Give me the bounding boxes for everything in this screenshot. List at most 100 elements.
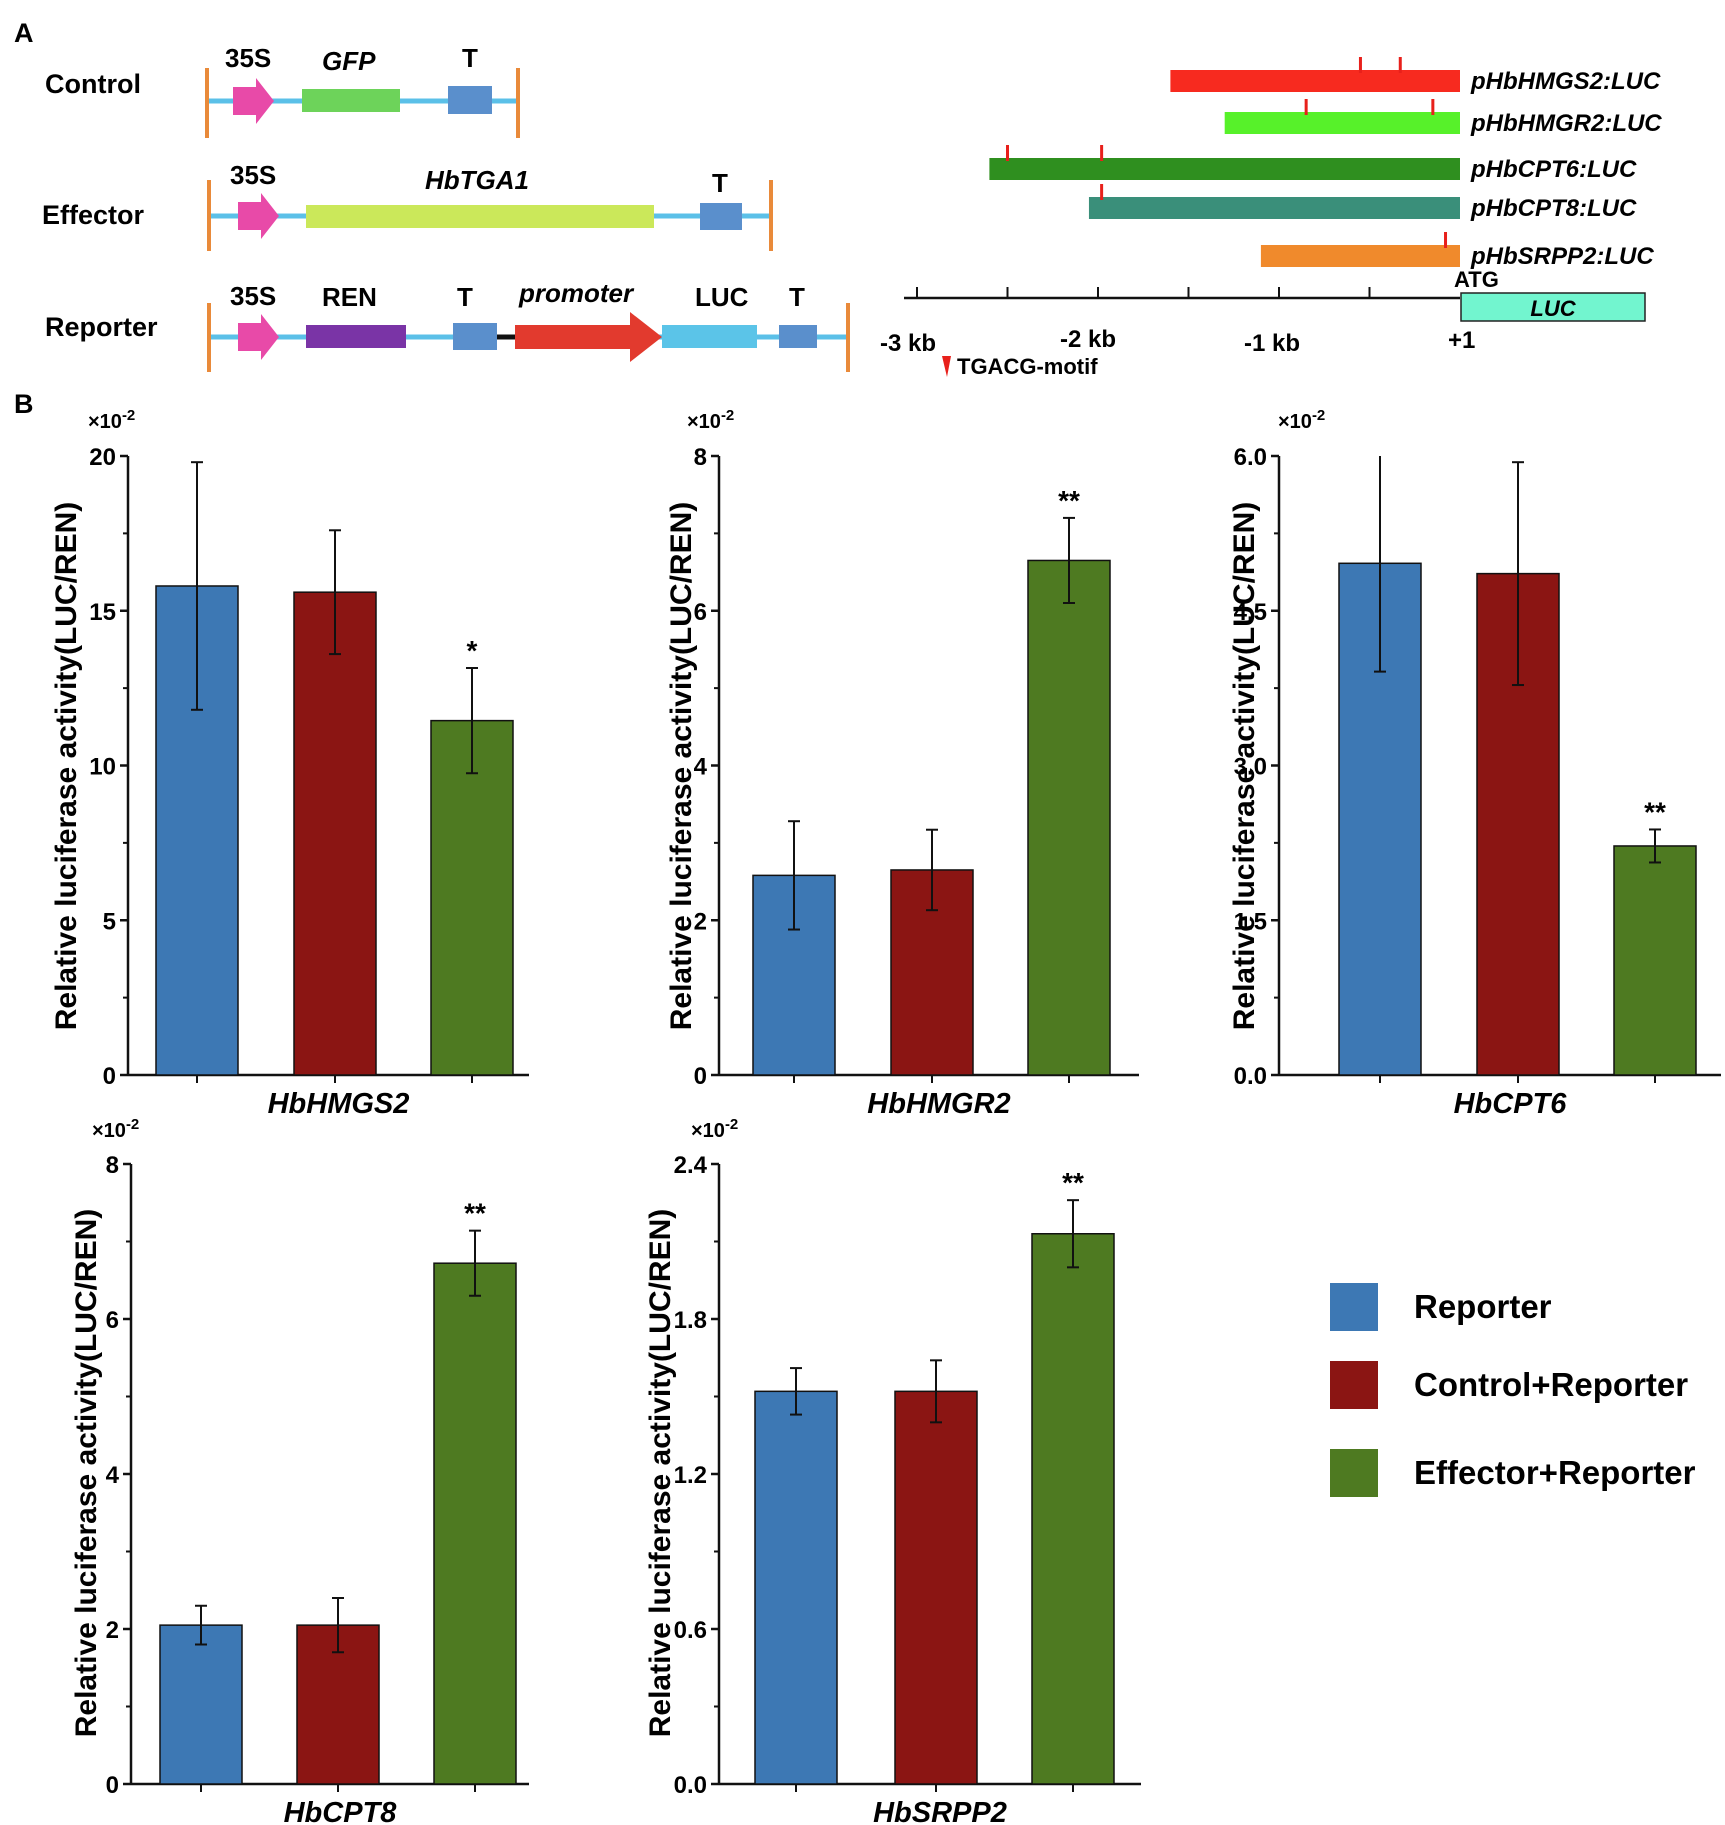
- tgacg-motif-marker: [1398, 57, 1402, 73]
- y-scale-note: ×10-2: [1278, 407, 1325, 433]
- y-axis-label: Relative luciferase activity(LUC/REN): [665, 502, 698, 1031]
- tgacg-motif-marker: [1100, 184, 1104, 200]
- promoter-bar-1: [1170, 70, 1460, 92]
- tgacg-motif-legend-icon: [942, 356, 951, 377]
- panel-label-a: A: [14, 18, 34, 48]
- tgacg-motif-marker: [1006, 145, 1009, 161]
- y-tick-label: 4: [694, 754, 708, 781]
- reporter-terminator-1-label: T: [457, 282, 473, 312]
- y-scale-note: ×10-2: [88, 407, 135, 433]
- effector-35s-label: 35S: [230, 160, 276, 190]
- bar-reporter: [754, 1390, 838, 1785]
- control-label: Control: [45, 69, 141, 99]
- panel-label-b: B: [14, 389, 34, 419]
- effector-terminator-label: T: [712, 168, 728, 198]
- promoter-bars: pHbHMGS2:LUC pHbHMGR2:LUC pHbCPT6:LUC pHbCP…: [989, 57, 1662, 270]
- legend-label-control-reporter: Control+Reporter: [1414, 1366, 1688, 1403]
- axis-label-minus2kb: -2 kb: [1060, 326, 1116, 353]
- chart-hbcpt6: 0.0 1.5 3.0 4.5 6.0 ×10-2 Relative luciferase …: [1228, 407, 1721, 1120]
- bar-effector-reporter: [433, 1262, 517, 1785]
- promoter-label-3: pHbCPT6:LUC: [1470, 156, 1637, 183]
- bar-effector-reporter: [1031, 1233, 1115, 1785]
- y-tick-label: 2: [106, 1617, 119, 1644]
- bar-effector-reporter: [1027, 559, 1111, 1076]
- bar-control-reporter: [894, 1390, 978, 1785]
- promoter-bar-5: [1260, 245, 1460, 267]
- y-tick-label: 0.6: [674, 1617, 707, 1644]
- promoter-label-2: pHbHMGR2:LUC: [1470, 110, 1662, 137]
- tgacg-motif-marker: [1358, 57, 1362, 73]
- luc-reporter-box: [1460, 292, 1646, 322]
- significance-marker: **: [1644, 796, 1666, 827]
- effector-hbtga1-cds: [306, 205, 654, 228]
- reporter-luc-label: LUC: [695, 282, 749, 312]
- y-scale-note: ×10-2: [687, 407, 734, 433]
- legend-swatch-reporter: [1330, 1283, 1378, 1331]
- promoter-label-5: pHbSRPP2:LUC: [1470, 243, 1654, 270]
- effector-label: Effector: [42, 200, 145, 230]
- y-tick-label: 20: [89, 444, 116, 471]
- reporter-ren-cds: [306, 325, 406, 348]
- significance-marker: **: [1062, 1167, 1084, 1198]
- promoter-label-1: pHbHMGS2:LUC: [1470, 68, 1661, 95]
- reporter-terminator-2: [779, 325, 817, 348]
- promoter-axis-ticks: [916, 287, 1371, 298]
- atg-label: ATG: [1454, 267, 1499, 292]
- y-tick-label: 4: [106, 1462, 120, 1489]
- y-tick-label: 8: [694, 444, 707, 471]
- reporter-35s-label: 35S: [230, 281, 276, 311]
- promoter-bar-4: [1088, 197, 1460, 219]
- y-tick-label: 0: [694, 1063, 707, 1090]
- significance-marker: **: [464, 1198, 486, 1229]
- bar-control-reporter: [293, 591, 377, 1076]
- y-scale-note: ×10-2: [92, 1116, 139, 1142]
- tgacg-motif-marker: [1100, 145, 1104, 161]
- y-tick-label: 1.2: [674, 1462, 707, 1489]
- control-terminator-label: T: [462, 43, 478, 73]
- y-tick-label: 8: [106, 1152, 119, 1179]
- y-tick-label: 4.5: [1234, 599, 1267, 626]
- reporter-terminator-1: [453, 323, 497, 350]
- control-gfp-cds: [302, 89, 400, 112]
- reporter-35s-promoter-icon: [238, 314, 279, 360]
- reporter-promoter-label: promoter: [518, 278, 635, 308]
- effector-hbtga1-label: HbTGA1: [425, 165, 529, 195]
- y-axis-label: Relative luciferase activity(LUC/REN): [50, 502, 83, 1031]
- effector-terminator: [700, 203, 742, 230]
- y-tick-label: 6: [106, 1307, 119, 1334]
- promoter-bar-3: [989, 158, 1460, 180]
- bar-reporter: [159, 1624, 243, 1785]
- x-axis-gene-label: HbCPT8: [284, 1797, 398, 1825]
- y-tick-label: 0.0: [674, 1772, 707, 1799]
- promoter-label-4: pHbCPT8:LUC: [1470, 195, 1637, 222]
- reporter-terminator-2-label: T: [789, 282, 805, 312]
- tgacg-motif-marker: [1304, 99, 1308, 115]
- control-35s-promoter-icon: [233, 78, 274, 124]
- y-tick-label: 6.0: [1234, 444, 1267, 471]
- chart-hbhmgr2: 0 2 4 6 8 ×10-2 Relative luciferase activity(L…: [665, 407, 1139, 1120]
- axis-label-minus3kb: -3 kb: [880, 330, 936, 357]
- y-axis-label: Relative luciferase activity(LUC/REN): [1228, 502, 1261, 1031]
- tgacg-motif-legend-label: TGACG-motif: [957, 354, 1098, 379]
- x-axis-gene-label: HbCPT6: [1454, 1088, 1568, 1120]
- control-35s-label: 35S: [225, 43, 271, 73]
- y-tick-label: 1.8: [674, 1307, 707, 1334]
- control-gfp-label: GFP: [322, 46, 376, 76]
- axis-label-plus1: +1: [1448, 327, 1475, 354]
- chart-hbhmgs2: 0 5 10 15 20 ×10-2 Relative luciferase activit…: [50, 407, 529, 1120]
- chart-hbcpt8: 0 2 4 6 8 ×10-2 Relative luciferase activity(L…: [70, 1116, 529, 1825]
- y-tick-label: 2: [694, 908, 707, 935]
- control-construct: Control 35S GFP T: [45, 43, 520, 138]
- significance-marker: *: [467, 635, 478, 666]
- y-tick-label: 6: [694, 599, 707, 626]
- tgacg-motif-marker: [1444, 232, 1448, 248]
- legend-label-effector-reporter: Effector+Reporter: [1414, 1454, 1696, 1491]
- reporter-ren-label: REN: [322, 282, 377, 312]
- x-axis-gene-label: HbSRPP2: [873, 1797, 1007, 1825]
- y-axis-label: Relative luciferase activity(LUC/REN): [70, 1209, 103, 1738]
- control-terminator: [448, 86, 492, 114]
- axis-label-minus1kb: -1 kb: [1244, 330, 1300, 357]
- y-tick-label: 3.0: [1234, 754, 1267, 781]
